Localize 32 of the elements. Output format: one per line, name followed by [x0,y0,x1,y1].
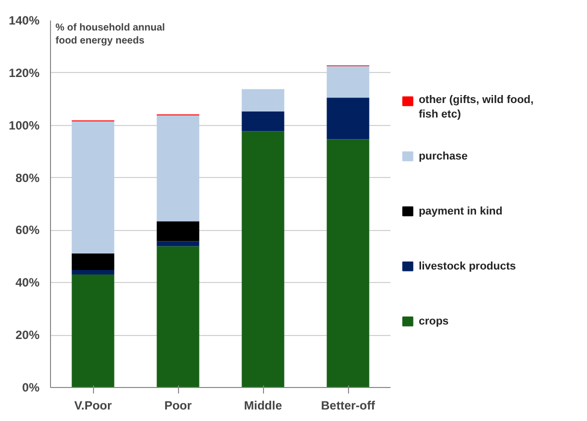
bar [242,111,284,132]
y-axis-title: % of household annual food energy needs [56,22,166,46]
legend-label: other (gifts, wild food, fish etc) [418,94,534,121]
bar [72,254,114,270]
bar [156,115,200,222]
y-tick-label: 20% [15,328,40,342]
bar [72,121,114,254]
bar [72,270,114,275]
legend-label: livestock products [418,260,516,272]
y-tick-label: 100% [8,118,40,132]
bar [326,66,370,98]
x-tick-label: Middle [244,398,282,412]
bar [72,274,114,388]
x-tick-label: V.Poor [74,398,112,412]
y-tick-label: 80% [15,170,40,185]
bar [242,131,284,388]
legend-label: crops [418,315,449,328]
y-tick-label: 140% [8,14,40,28]
y-tick-label: 0% [22,380,40,394]
x-tick-label: Better-off [321,398,376,412]
bar [242,89,284,112]
bar [326,98,370,140]
bar [326,139,370,388]
bar [156,221,200,242]
bar [156,241,200,246]
y-tick-label: 60% [15,223,40,238]
legend-label: payment in kind [418,205,502,218]
legend-label: purchase [418,150,468,162]
bar [156,246,200,388]
y-tick-label: 120% [8,66,40,80]
y-tick-label: 40% [15,276,40,290]
x-tick-label: Poor [164,398,192,412]
